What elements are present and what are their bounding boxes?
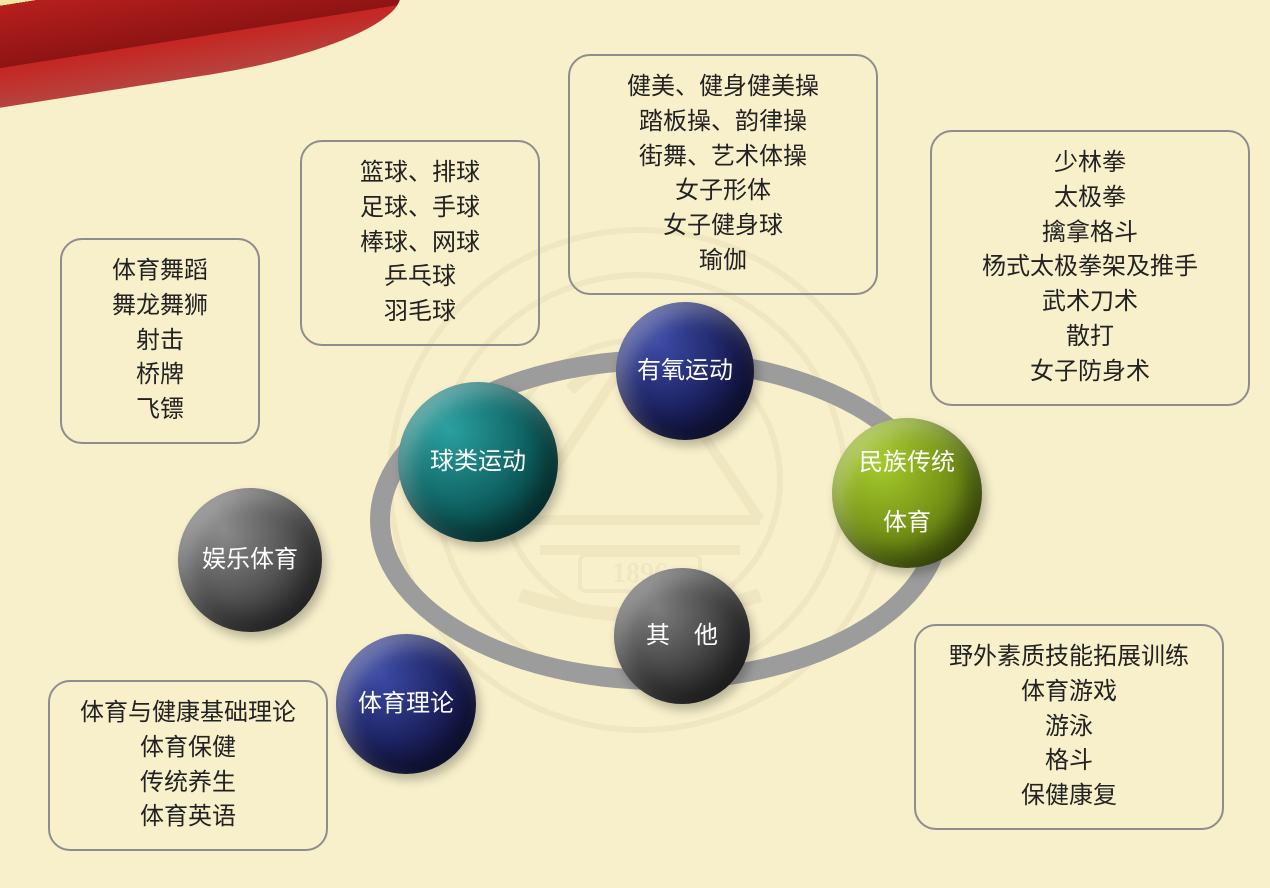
ball-label: 球类运动 bbox=[430, 447, 526, 477]
box-line: 太极拳 bbox=[950, 181, 1230, 216]
box-line: 棒球、网球 bbox=[320, 226, 520, 261]
box-line: 散打 bbox=[950, 320, 1230, 355]
box-line: 篮球、排球 bbox=[320, 156, 520, 191]
box-aerobic: 健美、健身健美操踏板操、韵律操街舞、艺术体操女子形体女子健身球瑜伽 bbox=[568, 54, 878, 295]
ball-theory: 体育理论 bbox=[336, 634, 476, 774]
ball-label: 娱乐体育 bbox=[202, 545, 298, 575]
box-line: 体育舞蹈 bbox=[80, 254, 240, 289]
box-ball-sports: 篮球、排球足球、手球棒球、网球乒乓球羽毛球 bbox=[300, 140, 540, 346]
ball-label: 其 他 bbox=[646, 621, 718, 651]
decorative-ribbon bbox=[0, 0, 408, 115]
box-line: 格斗 bbox=[934, 744, 1204, 779]
box-line: 杨式太极拳架及推手 bbox=[950, 250, 1230, 285]
box-line: 羽毛球 bbox=[320, 295, 520, 330]
box-line: 踏板操、韵律操 bbox=[588, 105, 858, 140]
box-line: 保健康复 bbox=[934, 779, 1204, 814]
box-line: 擒拿格斗 bbox=[950, 216, 1230, 251]
ball-ball-sports: 球类运动 bbox=[398, 382, 558, 542]
box-line: 传统养生 bbox=[68, 766, 308, 801]
box-theory: 体育与健康基础理论体育保健传统养生体育英语 bbox=[48, 680, 328, 851]
box-traditional: 少林拳太极拳擒拿格斗杨式太极拳架及推手武术刀术散打女子防身术 bbox=[930, 130, 1250, 406]
box-line: 健美、健身健美操 bbox=[588, 70, 858, 105]
box-line: 乒乓球 bbox=[320, 260, 520, 295]
box-line: 游泳 bbox=[934, 710, 1204, 745]
box-line: 射击 bbox=[80, 324, 240, 359]
box-line: 舞龙舞狮 bbox=[80, 289, 240, 324]
box-line: 体育与健康基础理论 bbox=[68, 696, 308, 731]
box-line: 体育游戏 bbox=[934, 675, 1204, 710]
box-recreation: 体育舞蹈舞龙舞狮射击桥牌飞镖 bbox=[60, 238, 260, 444]
box-other: 野外素质技能拓展训练体育游戏游泳格斗保健康复 bbox=[914, 624, 1224, 830]
ball-label: 有氧运动 bbox=[637, 356, 733, 386]
ball-recreation: 娱乐体育 bbox=[178, 488, 322, 632]
box-line: 桥牌 bbox=[80, 358, 240, 393]
box-line: 女子健身球 bbox=[588, 209, 858, 244]
box-line: 女子形体 bbox=[588, 174, 858, 209]
box-line: 女子防身术 bbox=[950, 355, 1230, 390]
box-line: 体育英语 bbox=[68, 800, 308, 835]
box-line: 足球、手球 bbox=[320, 191, 520, 226]
ball-other: 其 他 bbox=[614, 568, 750, 704]
box-line: 武术刀术 bbox=[950, 285, 1230, 320]
box-line: 瑜伽 bbox=[588, 244, 858, 279]
ball-aerobic: 有氧运动 bbox=[616, 302, 754, 440]
box-line: 少林拳 bbox=[950, 146, 1230, 181]
box-line: 飞镖 bbox=[80, 393, 240, 428]
diagram-canvas: 1896 体育舞蹈舞龙舞狮射击桥牌飞镖 篮球、排球足球、手球棒球、网球乒乓球羽毛… bbox=[0, 0, 1270, 888]
ball-label: 民族传统体育 bbox=[859, 448, 955, 538]
box-line: 街舞、艺术体操 bbox=[588, 140, 858, 175]
ball-label: 体育理论 bbox=[358, 689, 454, 719]
box-line: 野外素质技能拓展训练 bbox=[934, 640, 1204, 675]
box-line: 体育保健 bbox=[68, 731, 308, 766]
ball-traditional: 民族传统体育 bbox=[832, 418, 982, 568]
